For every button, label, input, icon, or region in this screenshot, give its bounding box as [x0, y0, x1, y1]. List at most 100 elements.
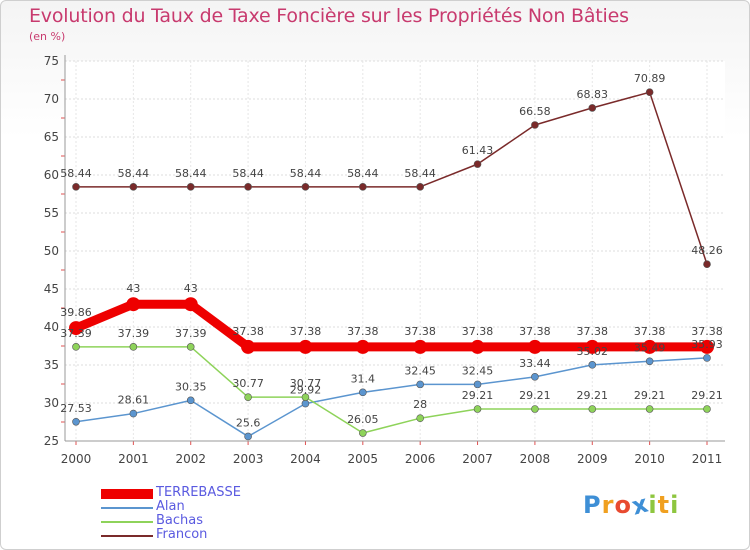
data-label-alan: 25.6	[236, 416, 261, 429]
data-point-alan	[359, 388, 367, 397]
logo-letter: r	[601, 491, 615, 519]
legend-swatch	[101, 521, 153, 523]
data-point-francon	[645, 88, 654, 97]
data-point-bachas	[473, 405, 482, 413]
data-point-alan	[531, 373, 539, 381]
legend-label: TERREBASSE	[156, 485, 241, 500]
data-label-bachas: 30.77	[290, 377, 322, 390]
proxiti-logo: Proxiti	[583, 489, 679, 520]
y-tick-label: 65	[44, 130, 59, 144]
data-point-bachas	[129, 343, 138, 351]
data-point-bachas	[244, 393, 252, 401]
logo-letter: P	[583, 491, 602, 519]
data-point-bachas	[359, 429, 367, 437]
y-tick-label: 30	[44, 396, 59, 410]
data-point-terrebasse	[527, 339, 542, 354]
y-tick-label: 25	[44, 434, 59, 448]
data-point-bachas	[588, 405, 597, 413]
data-label-francon: 58.44	[232, 167, 264, 180]
data-label-alan: 31.4	[351, 372, 376, 385]
data-point-bachas	[416, 414, 424, 423]
data-label-bachas: 29.21	[519, 389, 551, 402]
data-point-terrebasse	[700, 339, 714, 354]
data-label-francon: 61.43	[462, 144, 494, 157]
data-label-alan: 30.35	[175, 380, 207, 393]
y-tick-label: 55	[44, 206, 59, 220]
x-tick-label: 2004	[290, 452, 321, 466]
legend-item-francon: Francon	[101, 527, 301, 543]
data-point-bachas	[72, 343, 80, 351]
data-point-francon	[129, 183, 138, 191]
legend-item-alan: Alan	[101, 499, 301, 515]
data-point-francon	[359, 183, 367, 191]
data-label-alan: 35.49	[634, 341, 666, 354]
data-label-terrebasse: 37.38	[634, 325, 666, 338]
x-tick-label: 2000	[61, 452, 92, 466]
y-tick-label: 75	[44, 54, 59, 68]
data-label-bachas: 29.21	[577, 389, 609, 402]
data-label-bachas: 37.39	[118, 327, 150, 340]
data-point-alan	[186, 396, 195, 405]
data-label-terrebasse: 37.38	[577, 325, 609, 338]
data-label-alan: 35.93	[691, 338, 723, 351]
logo-letter: o	[614, 491, 632, 519]
logo-letter: t	[657, 491, 671, 519]
data-point-francon	[531, 121, 539, 129]
y-tick-label: 60	[44, 168, 59, 182]
data-point-bachas	[301, 393, 310, 401]
data-label-terrebasse: 39.86	[60, 306, 92, 319]
data-point-francon	[301, 183, 310, 191]
data-point-terrebasse	[126, 297, 141, 312]
series-line-bachas	[76, 346, 707, 434]
data-label-bachas: 26.05	[347, 413, 379, 426]
legend-item-terrebasse: TERREBASSE	[101, 485, 301, 501]
legend-label: Bachas	[156, 513, 204, 528]
x-tick-label: 2010	[634, 452, 665, 466]
y-tick-label: 40	[44, 320, 59, 334]
data-point-alan	[588, 361, 597, 369]
x-tick-label: 2011	[692, 452, 723, 466]
data-label-terrebasse: 43	[184, 282, 198, 295]
legend-item-bachas: Bachas	[101, 513, 301, 529]
data-point-francon	[703, 260, 711, 269]
x-tick-label: 2001	[118, 452, 149, 466]
legend-swatch	[101, 507, 153, 509]
data-point-alan	[703, 354, 711, 362]
y-tick-label: 35	[44, 358, 59, 372]
data-point-francon	[72, 183, 80, 191]
data-label-francon: 58.44	[404, 167, 436, 180]
x-tick-label: 2003	[233, 452, 264, 466]
data-point-francon	[416, 183, 424, 191]
data-point-francon	[244, 183, 252, 191]
data-label-francon: 58.44	[118, 167, 150, 180]
logo-letter: i	[648, 491, 658, 519]
series-line-francon	[76, 91, 708, 265]
data-label-francon: 58.44	[347, 167, 379, 180]
data-label-bachas: 37.39	[175, 327, 207, 340]
data-label-terrebasse: 37.38	[232, 325, 264, 338]
legend-swatch	[101, 489, 153, 499]
data-label-terrebasse: 37.38	[290, 325, 322, 338]
legend-label: Alan	[156, 499, 185, 514]
data-point-bachas	[186, 343, 195, 351]
legend-label: Francon	[156, 527, 208, 542]
y-tick-label: 50	[44, 244, 59, 258]
data-point-francon	[588, 104, 597, 112]
data-label-francon: 66.58	[519, 105, 551, 118]
data-point-terrebasse	[355, 339, 370, 354]
legend: TERREBASSE Alan Bachas Francon	[101, 485, 301, 543]
data-label-francon: 68.83	[577, 88, 609, 101]
data-label-bachas: 29.21	[691, 389, 723, 402]
data-point-francon	[186, 183, 195, 191]
series-line-alan	[75, 357, 708, 438]
data-label-bachas: 29.21	[634, 389, 666, 402]
data-label-francon: 48.26	[691, 244, 723, 257]
data-point-alan	[72, 417, 80, 426]
data-label-francon: 70.89	[634, 72, 666, 85]
data-point-terrebasse	[470, 339, 485, 354]
data-label-bachas: 37.39	[60, 327, 92, 340]
data-point-bachas	[531, 405, 539, 413]
data-point-alan	[473, 380, 482, 389]
